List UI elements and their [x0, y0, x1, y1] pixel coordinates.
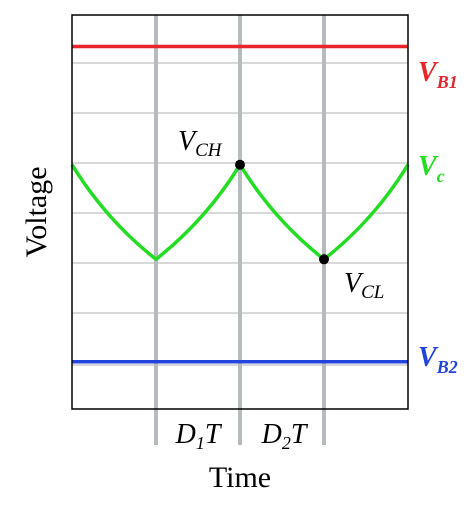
y-axis-label: Voltage	[20, 166, 53, 257]
annotation-vch: VCH	[178, 126, 223, 161]
series-label-vc: Vc	[418, 151, 445, 186]
vch-point	[235, 159, 245, 170]
plot-frame	[71, 14, 409, 410]
interval-label-d2t: D2T	[261, 419, 309, 453]
interval-label-d1t: D1T	[175, 419, 223, 453]
x-axis-label: Time	[209, 461, 271, 494]
series-label-vb1: VB1	[418, 57, 458, 92]
series-label-vb2: VB2	[418, 342, 458, 377]
marker-layer	[235, 159, 329, 265]
vcl-point	[319, 254, 329, 265]
grid	[72, 15, 408, 445]
annotation-vcl: VCL	[344, 268, 384, 303]
